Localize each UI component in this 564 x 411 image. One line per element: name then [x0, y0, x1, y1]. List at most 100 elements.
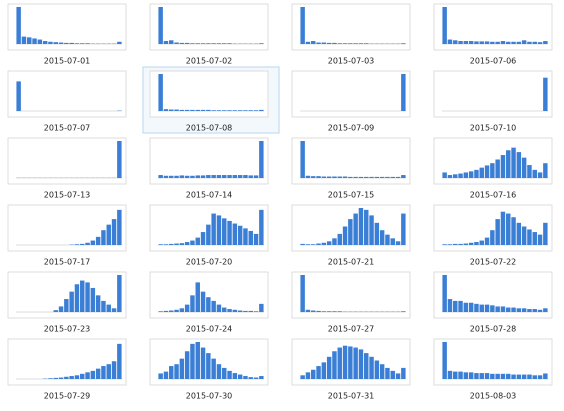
bar	[85, 242, 90, 245]
bar	[58, 306, 64, 312]
bar	[53, 310, 58, 312]
bar	[158, 7, 163, 44]
bar	[179, 175, 185, 178]
bar	[348, 43, 353, 44]
bar	[53, 377, 58, 379]
bar	[395, 241, 401, 245]
bar	[74, 284, 80, 312]
chart-caption: 2015-07-09	[328, 124, 375, 133]
bar	[117, 141, 122, 178]
bar	[458, 243, 463, 245]
bar	[200, 232, 206, 245]
bar	[243, 310, 248, 312]
bar	[527, 309, 532, 312]
bar	[227, 309, 232, 312]
bar	[500, 41, 506, 44]
bar	[74, 375, 80, 379]
bar	[543, 308, 548, 312]
bar	[500, 306, 506, 312]
bar	[326, 311, 332, 312]
bar	[169, 175, 174, 178]
bar	[184, 351, 190, 379]
bar	[211, 300, 216, 312]
bar	[64, 376, 69, 379]
bar	[401, 311, 406, 312]
chart-caption: 2015-07-14	[186, 191, 233, 200]
bar	[521, 40, 527, 44]
chart-caption: 2015-07-24	[186, 325, 233, 334]
bar	[358, 43, 364, 44]
bar	[332, 176, 337, 178]
bar	[259, 109, 264, 111]
bar	[353, 213, 358, 245]
bar	[468, 171, 474, 178]
bar	[537, 234, 543, 245]
bar	[463, 243, 469, 245]
bar	[111, 219, 117, 245]
bar	[80, 373, 85, 379]
bar	[532, 375, 537, 379]
chart-frame[interactable]	[291, 70, 411, 118]
bar	[337, 233, 342, 245]
bar	[305, 175, 311, 178]
bar	[27, 37, 32, 44]
bar	[342, 176, 348, 178]
chart-caption: 2015-07-21	[328, 258, 375, 267]
bar	[190, 343, 195, 379]
bar	[248, 175, 253, 178]
bar	[447, 299, 453, 312]
bar	[117, 209, 122, 245]
bar	[527, 41, 532, 44]
bar	[337, 347, 342, 379]
bar	[337, 43, 342, 44]
bar	[237, 374, 243, 379]
chart-frame[interactable]	[291, 271, 411, 319]
bar	[395, 176, 401, 178]
chart-frame[interactable]	[149, 3, 269, 51]
bar	[326, 42, 332, 44]
chart-frame[interactable]	[7, 204, 127, 252]
bar	[326, 241, 332, 245]
bar	[106, 224, 111, 245]
chart-frame[interactable]	[7, 70, 127, 118]
bar	[543, 373, 548, 379]
chart-frame[interactable]	[149, 70, 269, 118]
bar	[169, 310, 174, 312]
bar	[385, 176, 390, 178]
bar	[300, 275, 305, 312]
bar	[490, 230, 495, 245]
bar	[21, 36, 27, 44]
chart-caption: 2015-07-10	[470, 124, 517, 133]
bar	[364, 353, 369, 379]
bar	[69, 291, 74, 312]
bar	[374, 176, 380, 178]
bar	[184, 175, 190, 178]
bar	[348, 346, 353, 379]
bar	[300, 375, 305, 379]
bar	[316, 176, 321, 178]
bar	[332, 351, 337, 379]
bar	[174, 364, 179, 379]
bar	[80, 43, 85, 44]
bar	[495, 306, 500, 312]
bar	[332, 42, 337, 44]
bar	[337, 176, 342, 178]
bar	[64, 299, 69, 312]
bar	[253, 377, 259, 379]
bar	[216, 304, 222, 312]
bar	[305, 41, 311, 44]
chart-frame[interactable]	[433, 70, 553, 118]
bar	[195, 109, 200, 111]
bar	[321, 42, 327, 44]
bar	[184, 304, 190, 312]
bar	[453, 300, 458, 312]
bar	[216, 364, 222, 379]
bar	[453, 243, 458, 245]
bar	[463, 172, 469, 178]
bar	[184, 242, 190, 245]
chart-caption: 2015-07-23	[44, 325, 91, 334]
bar	[58, 377, 64, 379]
bar	[401, 74, 406, 111]
bar	[532, 232, 537, 245]
chart-frame[interactable]	[7, 137, 127, 185]
